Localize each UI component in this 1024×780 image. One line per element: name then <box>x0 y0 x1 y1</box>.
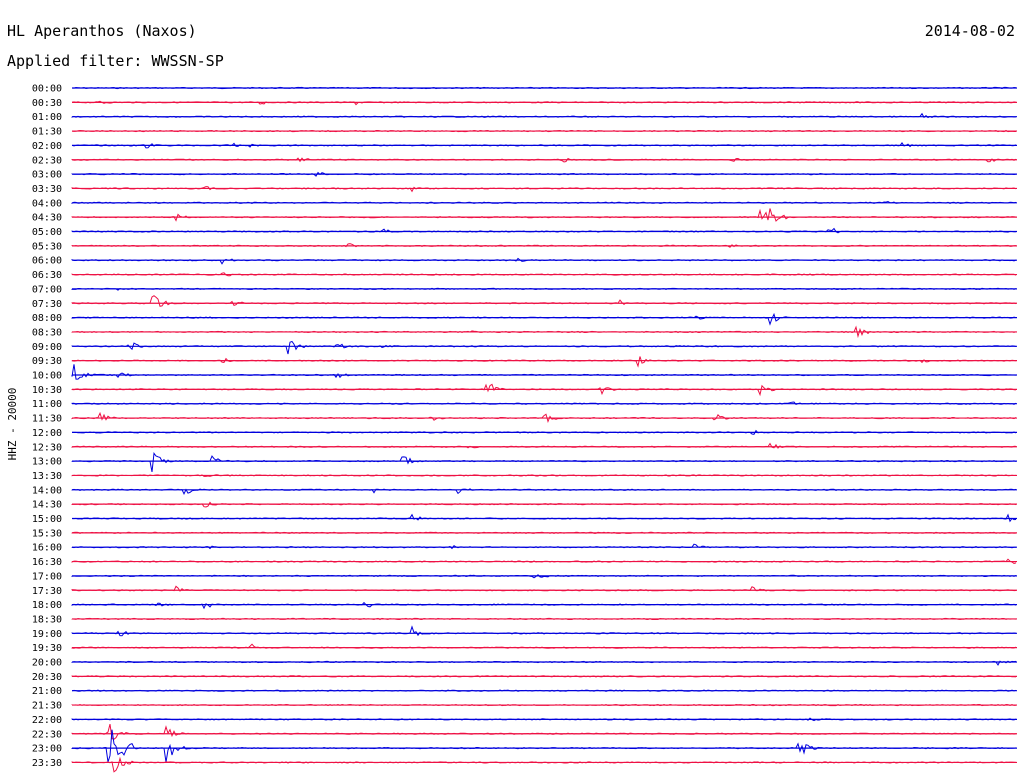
seismic-trace <box>71 312 1017 326</box>
row-time-label: 21:00 <box>32 686 62 697</box>
row-time-label: 01:30 <box>32 127 62 138</box>
row-time-label: 12:00 <box>32 428 62 439</box>
trace-rows: 00:00 00:30 01:00 01:30 02:00 02:30 03:00 03:30… <box>32 84 1017 773</box>
row-time-label: 05:00 <box>32 227 62 238</box>
seismic-trace <box>71 227 1017 234</box>
row-time-label: 15:30 <box>32 528 62 539</box>
row-time-label: 00:30 <box>32 98 62 109</box>
row-time-label: 23:30 <box>32 758 62 769</box>
station-title: HL Aperanthos (Naxos) <box>7 22 197 40</box>
row-time-label: 12:30 <box>32 442 62 453</box>
row-time-label: 02:00 <box>32 141 62 152</box>
row-time-label: 14:30 <box>32 500 62 511</box>
row-time-label: 14:00 <box>32 485 62 496</box>
row-time-label: 03:00 <box>32 170 62 181</box>
row-time-label: 07:30 <box>32 299 62 310</box>
row-time-label: 09:30 <box>32 356 62 367</box>
row-time-label: 19:30 <box>32 643 62 654</box>
row-time-label: 06:30 <box>32 270 62 281</box>
seismic-trace <box>71 543 1017 550</box>
seismic-trace <box>71 723 1017 740</box>
seismic-trace <box>71 451 1017 472</box>
row-time-label: 13:30 <box>32 471 62 482</box>
seismic-trace <box>71 208 1017 222</box>
row-time-label: 17:30 <box>32 586 62 597</box>
row-time-label: 08:00 <box>32 313 62 324</box>
row-time-label: 13:00 <box>32 457 62 468</box>
row-time-label: 11:30 <box>32 414 62 425</box>
row-time-label: 04:00 <box>32 198 62 209</box>
row-time-label: 10:30 <box>32 385 62 396</box>
row-time-label: 19:00 <box>32 629 62 640</box>
row-time-label: 09:00 <box>32 342 62 353</box>
row-time-label: 02:30 <box>32 155 62 166</box>
seismic-trace <box>71 756 1017 773</box>
row-time-label: 16:00 <box>32 543 62 554</box>
row-time-label: 03:30 <box>32 184 62 195</box>
row-time-label: 21:30 <box>32 701 62 712</box>
date-label: 2014-08-02 <box>925 22 1015 40</box>
row-time-label: 20:00 <box>32 658 62 669</box>
filter-label: Applied filter: WWSSN-SP <box>7 52 224 70</box>
seismic-trace <box>71 625 1017 637</box>
seismic-trace <box>71 295 1017 307</box>
row-time-label: 16:30 <box>32 557 62 568</box>
row-time-label: 22:30 <box>32 729 62 740</box>
row-time-label: 17:00 <box>32 571 62 582</box>
row-time-label: 18:00 <box>32 600 62 611</box>
row-time-label: 23:00 <box>32 744 62 755</box>
channel-label: HHZ - 20000 <box>6 388 19 461</box>
seismic-trace <box>71 340 1017 355</box>
row-time-label: 06:00 <box>32 256 62 267</box>
row-time-label: 22:00 <box>32 715 62 726</box>
row-time-label: 08:30 <box>32 327 62 338</box>
row-time-label: 01:00 <box>32 112 62 123</box>
row-time-label: 15:00 <box>32 514 62 525</box>
row-time-label: 18:30 <box>32 614 62 625</box>
seismic-trace <box>71 257 1017 265</box>
seismic-trace <box>71 601 1017 610</box>
row-time-label: 10:00 <box>32 371 62 382</box>
seismic-trace <box>71 442 1017 449</box>
row-time-label: 11:00 <box>32 399 62 410</box>
row-time-label: 20:30 <box>32 672 62 683</box>
row-time-label: 05:30 <box>32 241 62 252</box>
row-time-label: 04:30 <box>32 213 62 224</box>
row-time-label: 00:00 <box>32 84 62 95</box>
row-time-label: 07:00 <box>32 284 62 295</box>
seismic-trace <box>71 411 1017 424</box>
seismic-trace <box>71 364 1017 380</box>
